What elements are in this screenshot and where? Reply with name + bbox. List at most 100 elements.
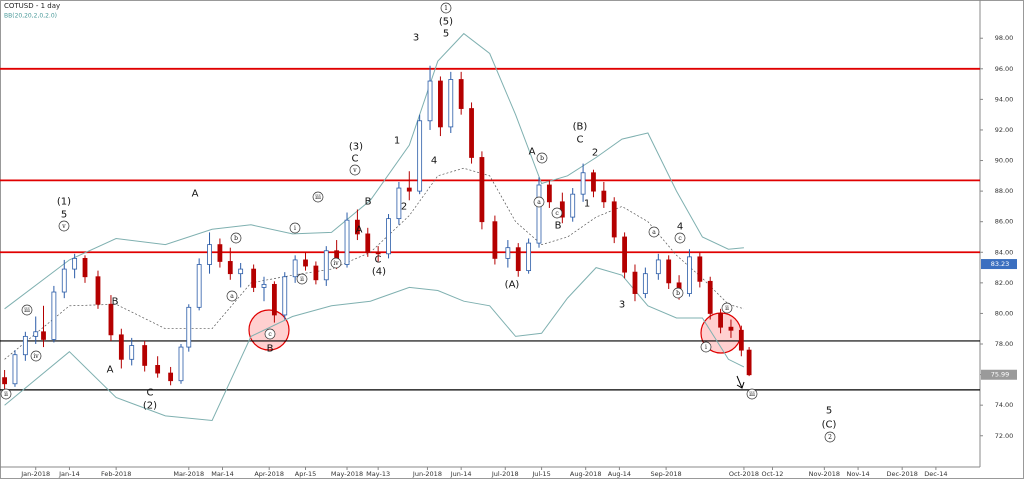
candle-body [178, 346, 184, 382]
x-tick-label: Dec-14 [924, 470, 947, 478]
candle-body [303, 259, 308, 267]
candle-body [155, 365, 161, 374]
x-tick-label: Aug-14 [608, 470, 631, 478]
candle-body [591, 172, 596, 192]
candle-body [375, 251, 381, 255]
annotation-circle [330, 257, 342, 269]
wave-label: a [537, 199, 541, 206]
wave-label: (4) [372, 267, 386, 278]
wave-label: (A) [505, 280, 520, 291]
candle-body [41, 331, 46, 340]
wave-label: iii [315, 194, 321, 201]
wave-label: 2 [401, 202, 407, 213]
candle-body [697, 256, 703, 282]
annotation-circle [312, 191, 324, 203]
candle-body [718, 313, 723, 328]
wave-label: C [375, 255, 382, 266]
candle-body [282, 276, 288, 316]
candle-body [601, 190, 607, 203]
wave-label: b [676, 290, 680, 297]
annotation-circle [296, 273, 308, 285]
annotation-circle [21, 304, 33, 316]
wave-label: 2 [828, 434, 832, 441]
wave-label: B [267, 344, 274, 355]
wave-label: c [555, 210, 559, 217]
x-tick-label: Aug-2018 [570, 470, 602, 478]
candle-body [2, 377, 7, 385]
candle-body [448, 79, 454, 128]
wave-label: A [529, 147, 536, 158]
wave-label: A [192, 189, 199, 200]
wave-label: B [365, 197, 372, 208]
annotation-circle [264, 328, 276, 340]
y-tick-label: 82.00 [995, 279, 1014, 287]
band-upper [4, 32, 744, 310]
annotation-circle [0, 388, 12, 400]
wave-label: 5 [443, 29, 449, 40]
candle-body [515, 247, 521, 272]
candle-body [492, 221, 498, 259]
annotation-circle [289, 222, 301, 234]
annotation-circle [30, 350, 42, 362]
candle-body [313, 265, 319, 281]
candle-body [186, 306, 192, 348]
x-tick-label: Jul-15 [531, 470, 550, 478]
y-tick-label: 74.00 [995, 401, 1014, 409]
candle-body [142, 345, 148, 366]
candle-body [666, 259, 672, 284]
wave-label: 4 [431, 156, 437, 167]
wave-label: c [678, 235, 682, 242]
wave-label: (B) [573, 122, 588, 133]
wave-label: ii [4, 391, 8, 398]
wave-label: 4 [677, 222, 683, 233]
wave-label: A [107, 365, 114, 376]
candle-body [118, 334, 124, 360]
candle-body [728, 326, 734, 331]
candle-body [61, 268, 67, 293]
x-tick-label: Jan-2018 [20, 470, 50, 478]
y-tick-label: 90.00 [995, 157, 1014, 165]
price-label-box [981, 259, 1017, 270]
candle-body [82, 257, 88, 278]
x-tick-label: Nov-2018 [809, 470, 840, 478]
wave-label: ii [300, 276, 304, 283]
candle-body [251, 268, 257, 288]
candle-body [227, 261, 233, 275]
annotation-circle [226, 290, 238, 302]
wave-label: (C) [822, 420, 837, 431]
wave-label: iv [33, 353, 39, 360]
chart-title: COTUSD - 1 day [4, 2, 60, 10]
wave-label: (5) [439, 17, 453, 28]
wave-label: 2 [592, 148, 598, 159]
price-label: 75.99 [991, 371, 1010, 379]
candle-body [427, 80, 433, 122]
annotation-circle [533, 196, 545, 208]
y-tick-label: 88.00 [995, 187, 1014, 195]
annotation-circle [648, 226, 660, 238]
candle-body [458, 79, 464, 109]
wave-label: 1 [394, 136, 400, 147]
y-tick-label: 84.00 [995, 248, 1014, 256]
arrow [736, 375, 745, 389]
candle-body [12, 354, 18, 385]
candle-body [655, 259, 661, 275]
wave-label: A [356, 225, 363, 236]
candle-body [261, 283, 267, 288]
x-tick-label: Nov-14 [847, 470, 870, 478]
candle-body [365, 233, 371, 253]
annotation-circle [674, 232, 686, 244]
wave-label: v [352, 167, 357, 174]
x-tick-label: Feb-2018 [101, 470, 131, 478]
candle-body [238, 268, 244, 275]
wave-label: 5 [826, 406, 832, 417]
candle-body [22, 335, 28, 356]
annotation-circle [824, 431, 836, 443]
candle-body [632, 271, 638, 294]
wave-label: c [268, 331, 272, 338]
wave-label: i [705, 344, 707, 351]
wave-label: ii [725, 305, 729, 312]
candle-body [33, 331, 39, 337]
